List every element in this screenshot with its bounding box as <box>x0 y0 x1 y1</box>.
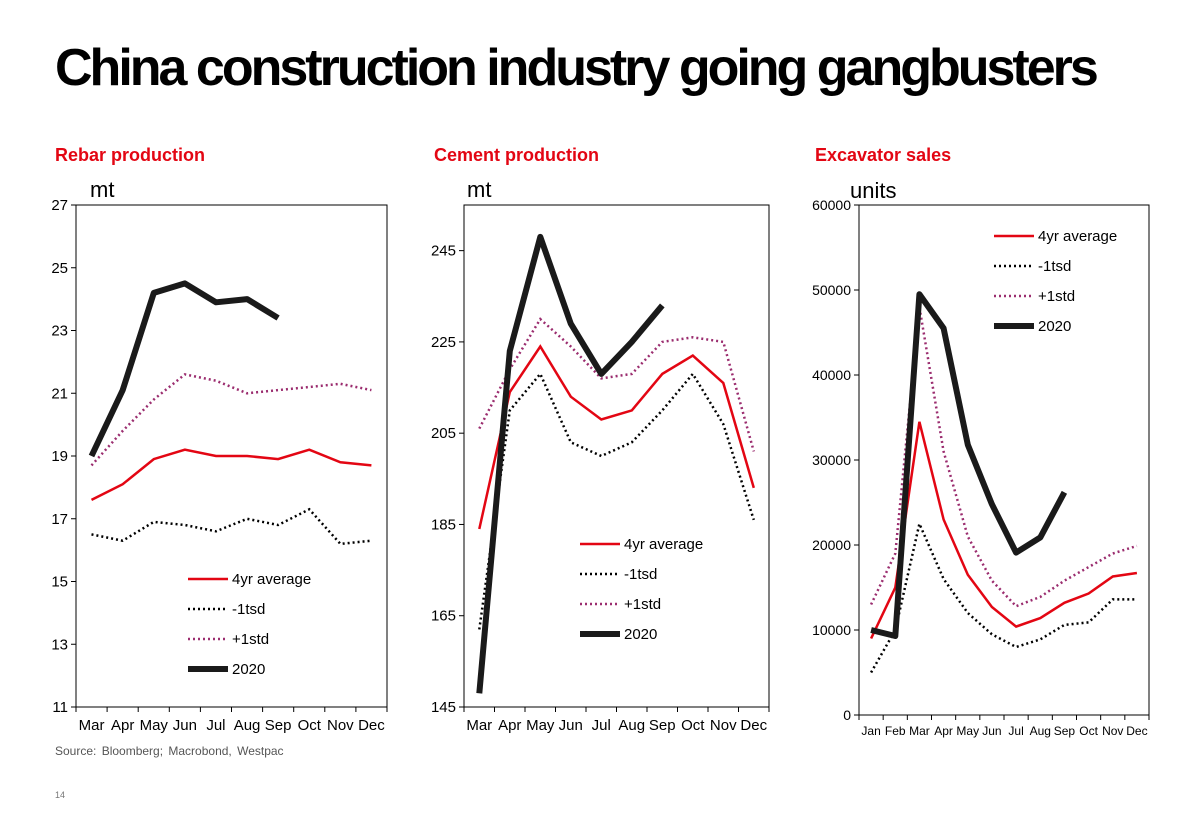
series-line-avg <box>869 421 1138 640</box>
page-title: China construction industry going gangbu… <box>55 39 1099 97</box>
series-line-plus <box>869 306 1138 608</box>
y-tick-label: 165 <box>431 608 456 625</box>
x-tick-label: Jul <box>592 717 611 734</box>
x-tick-label: Dec <box>1126 724 1147 738</box>
legend-label: -1tsd <box>1038 258 1071 275</box>
x-tick-label: Dec <box>740 717 767 734</box>
x-tick-label: Aug <box>234 717 261 734</box>
y-tick-label: 0 <box>843 707 851 723</box>
legend-label: +1std <box>624 596 661 613</box>
legend-label: 4yr average <box>624 536 703 553</box>
series-line-minus <box>870 519 1137 674</box>
legend-label: +1std <box>232 631 269 648</box>
y-tick-label: 50000 <box>812 282 851 298</box>
series-line-avg <box>90 448 372 502</box>
x-tick-label: Mar <box>79 717 105 734</box>
y-tick-label: 40000 <box>812 367 851 383</box>
y-tick-label: 30000 <box>812 452 851 468</box>
x-tick-label: Nov <box>1102 724 1123 738</box>
x-tick-label: Nov <box>327 717 354 734</box>
x-tick-label: Mar <box>466 717 492 734</box>
x-tick-label: Jul <box>206 717 225 734</box>
y-tick-label: 145 <box>431 699 456 716</box>
y-tick-label: 11 <box>52 699 68 716</box>
legend-label: +1std <box>1038 288 1075 305</box>
x-tick-label: Jun <box>173 717 197 734</box>
x-tick-label: May <box>526 717 555 734</box>
legend-label: -1tsd <box>232 601 265 618</box>
x-tick-label: Sep <box>1054 724 1076 738</box>
legend-label: 2020 <box>232 661 265 678</box>
x-tick-label: Dec <box>358 717 385 734</box>
legend-label: 2020 <box>1038 318 1071 335</box>
y-tick-label: 17 <box>51 511 68 528</box>
x-tick-label: Oct <box>681 717 705 734</box>
x-tick-label: May <box>140 717 169 734</box>
x-tick-label: Oct <box>1079 724 1098 738</box>
x-tick-label: Jun <box>982 724 1001 738</box>
chart-title-excavator: Excavator sales <box>815 145 952 165</box>
x-tick-label: Apr <box>111 717 134 734</box>
legend-label: 2020 <box>624 626 657 643</box>
unit-label: mt <box>90 177 114 202</box>
x-tick-label: Aug <box>618 717 645 734</box>
chart-title-rebar: Rebar production <box>55 145 206 165</box>
x-tick-label: Mar <box>909 724 930 738</box>
plot-area-frame <box>858 204 1150 716</box>
page-number: 14 <box>55 790 66 800</box>
x-tick-label: Sep <box>649 717 676 734</box>
x-tick-label: Jan <box>861 724 880 738</box>
x-tick-label: Nov <box>710 717 737 734</box>
legend-label: 4yr average <box>232 571 311 588</box>
series-line-y2020 <box>476 233 665 694</box>
y-tick-label: 185 <box>431 516 456 533</box>
series-line-y2020 <box>870 291 1068 639</box>
y-tick-label: 245 <box>431 243 456 260</box>
series-line-minus <box>478 371 755 630</box>
y-tick-label: 23 <box>51 323 68 340</box>
y-tick-label: 10000 <box>812 622 851 638</box>
y-tick-label: 15 <box>51 574 68 591</box>
y-tick-label: 205 <box>431 425 456 442</box>
y-tick-label: 21 <box>51 385 68 402</box>
x-tick-label: May <box>956 724 979 738</box>
x-tick-label: Sep <box>265 717 292 734</box>
x-tick-label: Apr <box>934 724 953 738</box>
y-tick-label: 225 <box>431 334 456 351</box>
y-tick-label: 19 <box>51 448 68 465</box>
x-tick-label: Feb <box>885 724 906 738</box>
y-tick-label: 20000 <box>812 537 851 553</box>
x-tick-label: Jul <box>1008 724 1023 738</box>
unit-label: units <box>850 178 896 203</box>
series-line-minus <box>91 507 372 546</box>
legend-label: -1tsd <box>624 566 657 583</box>
y-tick-label: 25 <box>51 260 68 277</box>
chart-title-cement: Cement production <box>434 145 599 165</box>
y-tick-label: 60000 <box>812 197 851 213</box>
source-note: Source: Bloomberg; Macrobond, Westpac <box>55 744 284 758</box>
legend-label: 4yr average <box>1038 228 1117 245</box>
x-tick-label: Oct <box>298 717 322 734</box>
y-tick-label: 27 <box>51 197 68 214</box>
series-line-y2020 <box>88 280 280 458</box>
series-line-plus <box>478 317 756 452</box>
x-tick-label: Jun <box>559 717 583 734</box>
series-line-avg <box>478 344 756 530</box>
y-tick-label: 13 <box>51 636 68 653</box>
x-tick-label: Apr <box>498 717 521 734</box>
x-tick-label: Aug <box>1030 724 1051 738</box>
unit-label: mt <box>467 177 491 202</box>
